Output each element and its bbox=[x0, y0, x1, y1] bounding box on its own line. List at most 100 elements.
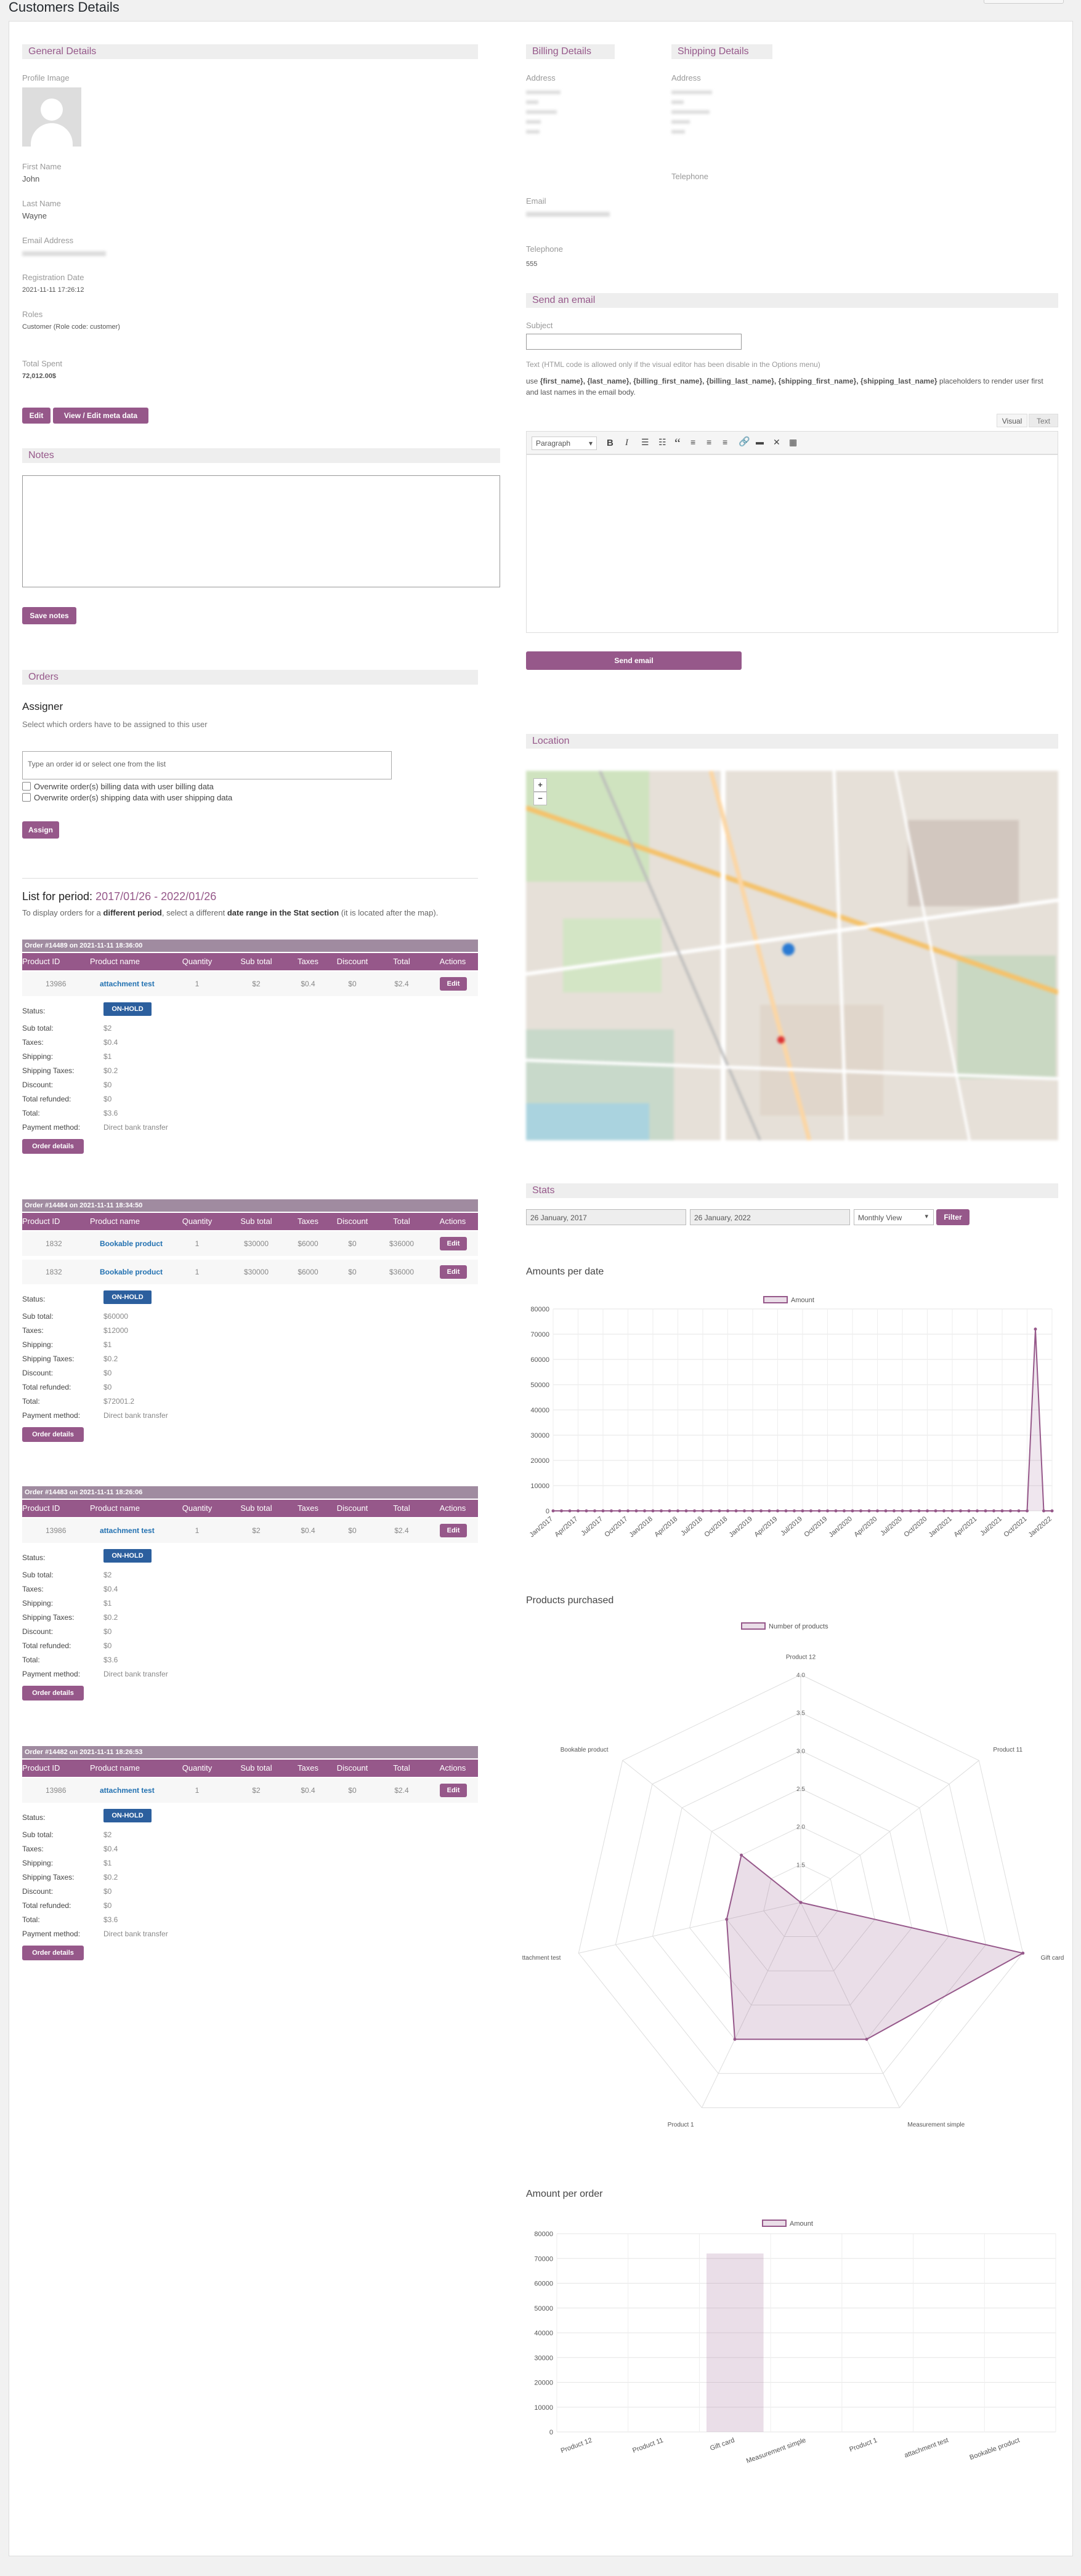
summary-label: Sub total: bbox=[22, 1571, 54, 1579]
email-body-editor[interactable] bbox=[526, 454, 1058, 633]
grid-ring bbox=[615, 1712, 987, 2074]
category-label: Product 12 bbox=[786, 1654, 816, 1660]
read-more-icon[interactable]: ▬ bbox=[756, 437, 764, 446]
data-point bbox=[917, 1509, 921, 1513]
tab-visual[interactable]: Visual bbox=[997, 414, 1027, 427]
notes-header: Notes bbox=[22, 448, 500, 463]
x-tick-label: Jan/2020 bbox=[828, 1515, 854, 1539]
grid-spoke bbox=[578, 1902, 801, 1954]
assigner-title: Assigner bbox=[22, 701, 63, 712]
filter-button[interactable]: Filter bbox=[936, 1209, 970, 1225]
data-point bbox=[676, 1509, 679, 1513]
order-details-button[interactable]: Order details bbox=[22, 1686, 84, 1701]
screen-options-button[interactable] bbox=[984, 0, 1064, 4]
order-table-header bbox=[22, 1500, 478, 1517]
align-center-icon[interactable]: ≡ bbox=[706, 437, 712, 447]
summary-label: Total refunded: bbox=[22, 1901, 71, 1910]
link-icon[interactable]: 🔗 bbox=[739, 437, 750, 447]
location-map[interactable] bbox=[526, 771, 1058, 1140]
cell-total: $2.4 bbox=[394, 1786, 409, 1795]
x-tick-label: Jul/2017 bbox=[580, 1515, 604, 1537]
order-details-button[interactable]: Order details bbox=[22, 1139, 84, 1154]
toolbar-toggle-icon[interactable]: ▦ bbox=[789, 437, 798, 447]
summary-label: Discount: bbox=[22, 1887, 54, 1896]
column-header: Sub total bbox=[240, 1503, 272, 1513]
summary-value: $1 bbox=[103, 1052, 112, 1061]
overwrite-billing-checkbox[interactable] bbox=[22, 782, 31, 791]
category-label: Bookable product bbox=[561, 1747, 609, 1753]
order-title: Order #14482 on 2021-11-11 18:26:53 bbox=[22, 1746, 478, 1758]
y-tick-label: 60000 bbox=[534, 2280, 553, 2288]
cell-name[interactable]: Bookable product bbox=[100, 1268, 163, 1276]
cell-name[interactable]: attachment test bbox=[100, 980, 155, 988]
order-details-button[interactable]: Order details bbox=[22, 1946, 84, 1960]
cell-name[interactable]: attachment test bbox=[100, 1526, 155, 1535]
save-notes-button[interactable]: Save notes bbox=[22, 607, 76, 624]
date-to-input[interactable]: 26 January, 2022 bbox=[690, 1209, 850, 1225]
table-row bbox=[22, 972, 478, 996]
italic-icon[interactable]: I bbox=[625, 438, 628, 448]
orders-header: Orders bbox=[22, 670, 478, 685]
billing-address-redacted bbox=[526, 87, 562, 149]
notes-textarea[interactable] bbox=[22, 475, 500, 587]
date-from-input[interactable]: 26 January, 2017 bbox=[526, 1209, 686, 1225]
edit-item-button[interactable]: Edit bbox=[440, 1524, 467, 1537]
align-right-icon[interactable]: ≡ bbox=[723, 437, 728, 447]
zoom-out-icon[interactable]: − bbox=[533, 792, 547, 805]
data-point bbox=[834, 1509, 838, 1513]
overwrite-shipping-checkbox[interactable] bbox=[22, 793, 31, 802]
edit-item-button[interactable]: Edit bbox=[440, 1784, 467, 1797]
cell-name[interactable]: Bookable product bbox=[100, 1239, 163, 1248]
blockquote-icon[interactable]: “ bbox=[674, 435, 681, 451]
subject-input[interactable] bbox=[526, 334, 742, 350]
summary-value: $2 bbox=[103, 1571, 112, 1579]
cell-disc: $0 bbox=[348, 980, 357, 988]
send-email-button[interactable]: Send email bbox=[526, 651, 742, 670]
summary-value: $0.2 bbox=[103, 1873, 118, 1882]
r-tick-label: 3.5 bbox=[796, 1710, 805, 1717]
format-select[interactable]: Paragraph ▾ bbox=[532, 437, 597, 450]
data-point bbox=[1000, 1509, 1004, 1513]
x-tick-label: Product 1 bbox=[848, 2437, 878, 2453]
data-point bbox=[743, 1509, 746, 1513]
bar bbox=[706, 2253, 764, 2432]
data-point bbox=[585, 1509, 588, 1513]
bold-icon[interactable]: B bbox=[607, 438, 613, 448]
fullscreen-icon[interactable]: ✕ bbox=[773, 437, 780, 447]
amount-per-order-chart: Amount per order Amount 0 10000 20000 30000 40… bbox=[526, 2189, 1056, 2465]
chart-title: Products purchased bbox=[526, 1595, 613, 1606]
cell-name[interactable]: attachment test bbox=[100, 1786, 155, 1795]
summary-value: $0 bbox=[103, 1095, 112, 1103]
cell-sub: $30000 bbox=[243, 1268, 269, 1276]
numbered-list-icon[interactable]: ☷ bbox=[658, 437, 666, 447]
summary-label: Sub total: bbox=[22, 1024, 54, 1032]
edit-item-button[interactable]: Edit bbox=[440, 1237, 467, 1250]
email-address-label: Email Address bbox=[22, 236, 74, 245]
view-edit-meta-button[interactable]: View / Edit meta data bbox=[53, 408, 148, 424]
order-search-input[interactable]: Type an order id or select one from the … bbox=[22, 751, 392, 779]
summary-label: Taxes: bbox=[22, 1038, 44, 1047]
data-point bbox=[843, 1509, 846, 1513]
cell-qty: 1 bbox=[195, 1239, 200, 1248]
zoom-in-icon[interactable]: + bbox=[533, 778, 547, 792]
edit-item-button[interactable]: Edit bbox=[440, 1265, 467, 1279]
summary-value: $0.4 bbox=[103, 1845, 118, 1853]
data-point bbox=[551, 1509, 555, 1513]
cell-tax: $0.4 bbox=[301, 1786, 315, 1795]
order-details-button[interactable]: Order details bbox=[22, 1427, 84, 1442]
profile-image-label: Profile Image bbox=[22, 73, 70, 83]
edit-button[interactable]: Edit bbox=[22, 408, 51, 424]
align-left-icon[interactable]: ≡ bbox=[690, 437, 696, 447]
bullet-list-icon[interactable]: ☰ bbox=[641, 437, 649, 447]
summary-value: Direct bank transfer bbox=[103, 1930, 168, 1938]
column-header: Product ID bbox=[22, 1217, 60, 1226]
view-select[interactable]: Monthly View ▾ bbox=[854, 1209, 934, 1225]
summary-value: $0 bbox=[103, 1369, 112, 1377]
data-point bbox=[759, 1509, 763, 1513]
summary-value: $60000 bbox=[103, 1312, 129, 1321]
category-label: Product 1 bbox=[668, 2122, 694, 2128]
status-badge: ON-HOLD bbox=[103, 1290, 152, 1304]
assign-button[interactable]: Assign bbox=[22, 821, 59, 839]
tab-text[interactable]: Text bbox=[1029, 414, 1058, 427]
edit-item-button[interactable]: Edit bbox=[440, 977, 467, 991]
